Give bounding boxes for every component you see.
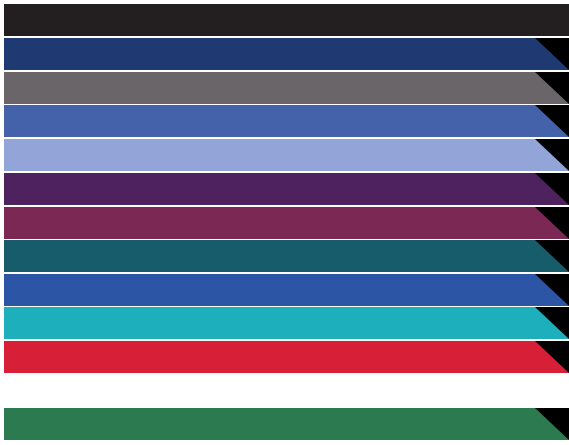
stripe-fill-periwinkle	[4, 139, 569, 171]
color-stripe-maroon	[4, 207, 569, 239]
stripe-fill-green	[4, 408, 569, 440]
stripe-fill-red	[4, 341, 569, 373]
color-stripe-teal	[4, 240, 569, 272]
color-stripe-navy	[4, 38, 569, 70]
stripe-fill-maroon	[4, 207, 569, 239]
stripe-fill-royal-blue	[4, 105, 569, 137]
color-stripe-gray	[4, 72, 569, 104]
color-stripe-green	[4, 408, 569, 440]
color-stripe-periwinkle	[4, 139, 569, 171]
color-stripe-cobalt	[4, 274, 569, 306]
stripe-fill-navy	[4, 38, 569, 70]
stripe-fill-purple	[4, 173, 569, 205]
stripe-fill-turquoise	[4, 307, 569, 339]
color-stripe-white	[4, 375, 569, 407]
color-stripe-royal-blue	[4, 105, 569, 137]
stripe-fill-teal	[4, 240, 569, 272]
color-stripe-turquoise	[4, 307, 569, 339]
stripe-fill-white	[4, 375, 569, 407]
color-stripe-black	[4, 4, 569, 36]
color-stripe-purple	[4, 173, 569, 205]
color-stripe-red	[4, 341, 569, 373]
stripe-fill-cobalt	[4, 274, 569, 306]
stripe-fill-gray	[4, 72, 569, 104]
stripe-fill-black	[4, 4, 569, 36]
